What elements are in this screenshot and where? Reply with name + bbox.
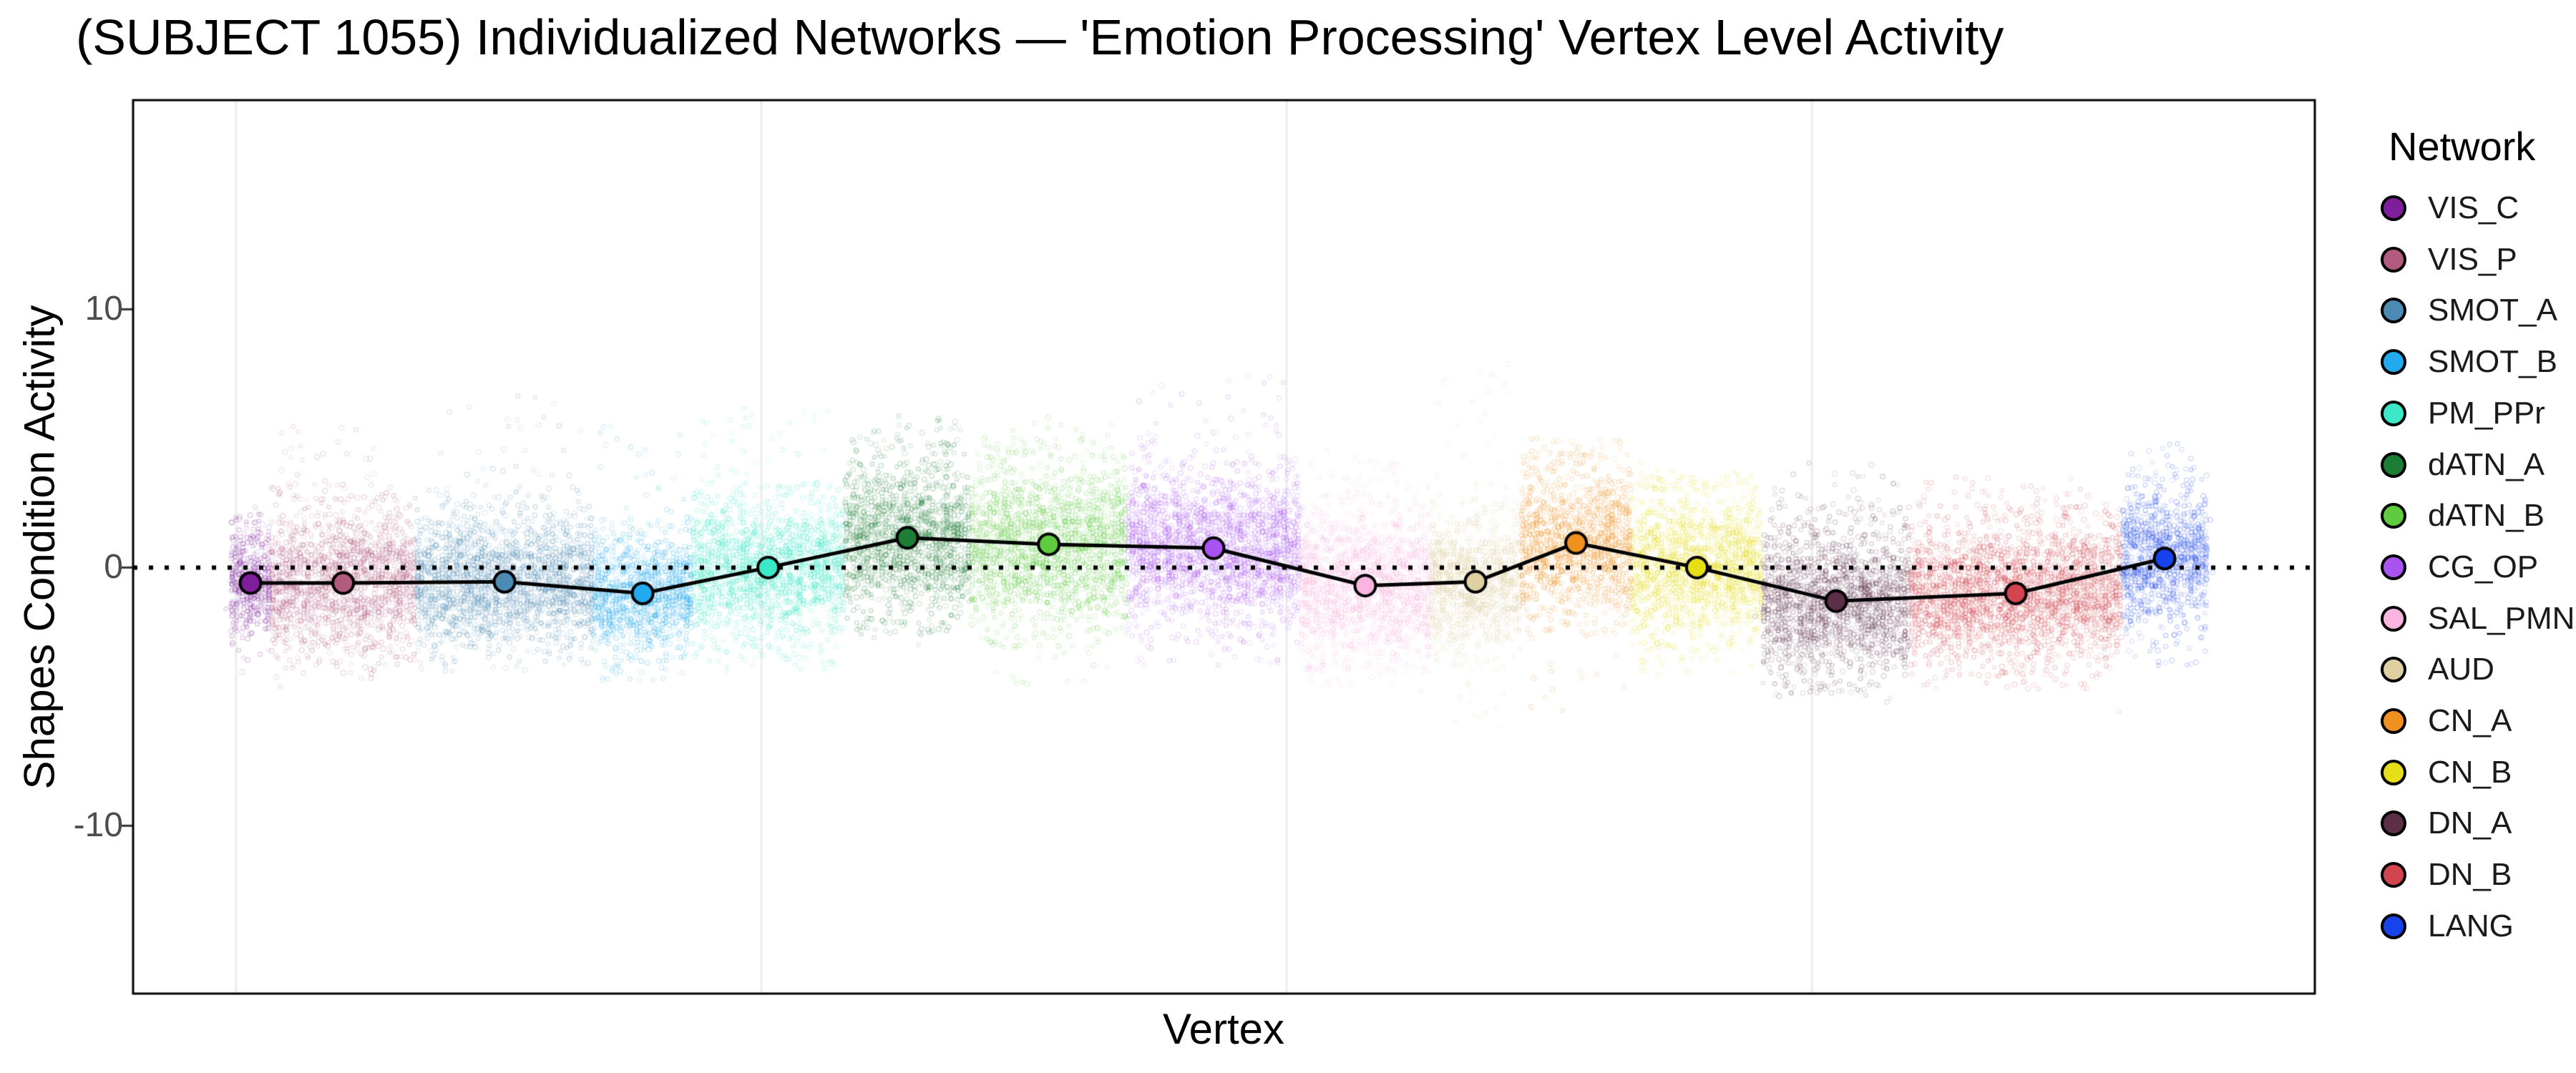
legend-swatch-dATN_A xyxy=(2381,451,2406,478)
legend-item-VIS_C: VIS_C xyxy=(2377,192,2519,225)
y-axis-title: Shapes Condition Activity xyxy=(15,305,64,790)
x-axis-title: Vertex xyxy=(1162,1005,1285,1053)
legend-label: SMOT_A xyxy=(2428,293,2557,328)
legend-swatch-VIS_P xyxy=(2381,246,2406,273)
legend-item-CG_OP: CG_OP xyxy=(2377,549,2539,584)
legend-label: CN_A xyxy=(2428,703,2512,738)
legend-swatch-SMOT_A xyxy=(2381,298,2406,324)
legend-swatch-AUD xyxy=(2381,657,2406,683)
legend-swatch-CN_A xyxy=(2381,708,2406,734)
legend: Network VIS_C VIS_P SMOT_A SMOT_B PM_PPr dATN… xyxy=(2377,0,2576,1073)
legend-swatch-LANG xyxy=(2381,913,2406,939)
legend-label: dATN_A xyxy=(2428,446,2545,482)
legend-label: VIS_P xyxy=(2428,241,2517,277)
y-tick-label-0: 0 xyxy=(104,548,123,586)
legend-label: LANG xyxy=(2428,908,2514,944)
legend-label: DN_A xyxy=(2428,805,2512,841)
y-tick-label-10: 10 xyxy=(84,290,123,328)
legend-item-DN_B: DN_B xyxy=(2377,858,2512,891)
legend-label: DN_B xyxy=(2428,857,2512,893)
legend-swatch-PM_PPr xyxy=(2381,400,2406,426)
legend-item-SMOT_A: SMOT_A xyxy=(2377,294,2557,327)
legend-item-dATN_B: dATN_B xyxy=(2377,499,2545,532)
legend-item-dATN_A: dATN_A xyxy=(2377,446,2545,482)
legend-swatch-DN_A xyxy=(2381,810,2406,837)
legend-label: dATN_B xyxy=(2428,498,2545,534)
y-tick-label-neg10: -10 xyxy=(73,806,123,844)
legend-item-SMOT_B: SMOT_B xyxy=(2377,346,2557,378)
legend-item-CN_B: CN_B xyxy=(2377,754,2512,790)
legend-swatch-SAL_PMN xyxy=(2381,605,2406,632)
legend-label: SMOT_B xyxy=(2428,344,2557,380)
legend-swatch-SMOT_B xyxy=(2381,349,2406,376)
legend-label: VIS_C xyxy=(2428,190,2519,225)
legend-item-SAL_PMN: SAL_PMN xyxy=(2377,602,2575,635)
legend-title: Network xyxy=(2389,124,2536,169)
legend-label: CG_OP xyxy=(2428,549,2539,584)
legend-item-AUD: AUD xyxy=(2377,653,2494,686)
legend-swatch-CN_B xyxy=(2381,759,2406,785)
legend-item-VIS_P: VIS_P xyxy=(2377,241,2517,277)
legend-swatch-CG_OP xyxy=(2381,554,2406,580)
legend-label: SAL_PMN xyxy=(2428,600,2575,636)
legend-swatch-dATN_B xyxy=(2381,503,2406,529)
legend-item-DN_A: DN_A xyxy=(2377,807,2512,840)
chart-title: (SUBJECT 1055) Individualized Networks —… xyxy=(76,9,2004,65)
legend-swatch-DN_B xyxy=(2381,862,2406,888)
legend-item-PM_PPr: PM_PPr xyxy=(2377,395,2545,431)
legend-item-LANG: LANG xyxy=(2377,908,2514,944)
legend-label: PM_PPr xyxy=(2428,395,2545,431)
legend-item-CN_A: CN_A xyxy=(2377,705,2512,738)
legend-label: CN_B xyxy=(2428,754,2512,790)
legend-swatch-VIS_C xyxy=(2381,195,2406,221)
legend-label: AUD xyxy=(2428,652,2494,687)
